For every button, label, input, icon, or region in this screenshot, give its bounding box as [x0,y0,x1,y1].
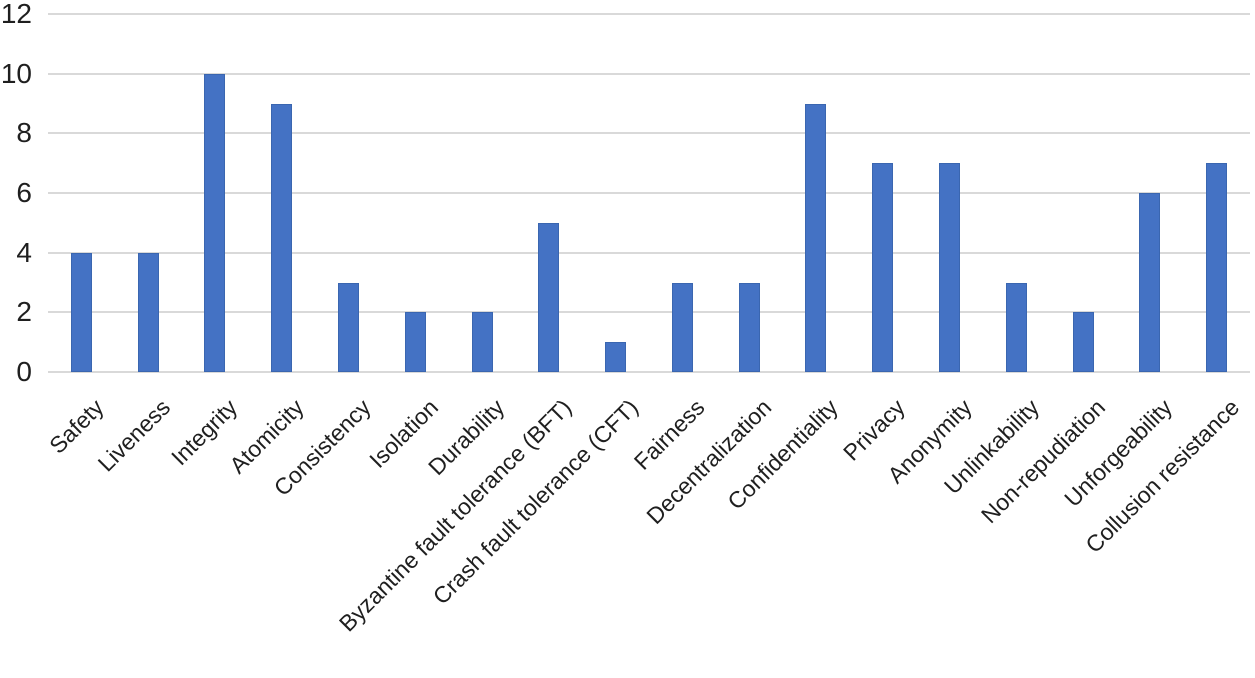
y-axis-tick-label: 2 [16,296,32,328]
y-axis-tick-label: 12 [0,0,32,29]
gridline [48,72,1250,75]
bar [338,282,359,372]
bar [137,252,159,372]
y-axis-tick-label: 4 [16,236,32,268]
gridline [48,13,1250,15]
bar [805,103,827,372]
bar [872,163,894,372]
bar [538,222,560,372]
gridline [48,371,1250,373]
bar [1072,312,1094,372]
bar [1005,282,1027,372]
bar [738,282,760,372]
bar [1139,193,1161,372]
bar [70,252,92,372]
gridline [48,192,1250,194]
y-axis-tick-label: 6 [16,177,32,208]
gridline [48,251,1250,254]
bar [605,342,627,372]
y-axis-tick-label: 10 [0,57,32,89]
bar [671,282,693,372]
gridline [48,311,1250,314]
gridline [48,132,1250,135]
bar [271,103,293,372]
y-axis-tick-label: 8 [16,117,32,149]
y-axis-tick-label: 0 [16,356,32,387]
bar [404,312,426,372]
bar [1206,163,1228,372]
x-axis-category-label: Liveness [92,394,176,477]
bar [204,73,226,372]
bar [939,163,960,372]
bar [471,312,493,372]
